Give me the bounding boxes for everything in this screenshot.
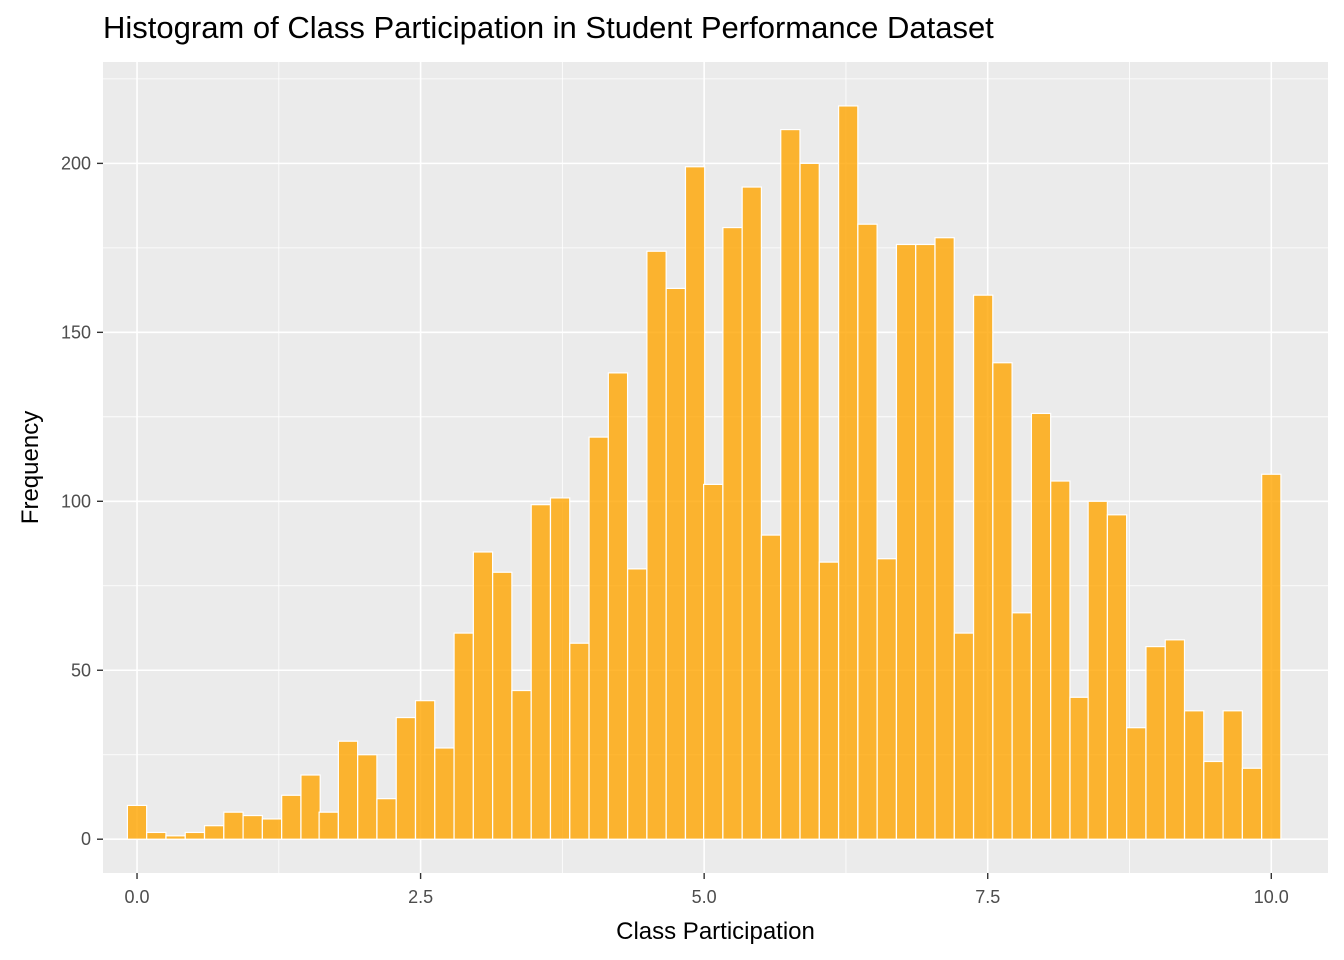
- x-axis-title: Class Participation: [616, 918, 815, 945]
- y-axis-ticks: 0 50 100 150 200: [61, 153, 103, 849]
- histogram-bar: [703, 483, 724, 840]
- histogram-bar: [1164, 639, 1186, 840]
- histogram-bar: [1241, 767, 1263, 840]
- histogram-bar: [665, 287, 687, 840]
- histogram-bar: [837, 105, 859, 840]
- histogram-bar: [1069, 696, 1090, 840]
- histogram-bar: [281, 794, 302, 840]
- histogram-bar: [972, 294, 994, 840]
- histogram-bar: [146, 831, 167, 840]
- histogram-bar: [453, 632, 474, 840]
- histogram-bar: [434, 747, 455, 840]
- histogram-bar: [1261, 473, 1282, 840]
- histogram-bar: [223, 811, 244, 840]
- histogram-bar: [953, 632, 975, 840]
- histogram-bar: [760, 534, 782, 840]
- y-tick-label: 150: [61, 322, 91, 342]
- histogram-bar: [722, 226, 743, 840]
- histogram-bar: [549, 497, 571, 840]
- histogram-bar: [300, 774, 321, 840]
- histogram-bar: [741, 186, 763, 840]
- histogram-bar: [1087, 500, 1108, 840]
- histogram-bars: [126, 105, 1282, 840]
- histogram-bar: [242, 814, 263, 840]
- histogram-bar: [857, 223, 878, 840]
- histogram-bar: [646, 250, 667, 840]
- histogram-bar: [1183, 710, 1205, 840]
- histogram-bar: [1126, 727, 1147, 840]
- x-tick-label: 10.0: [1254, 887, 1289, 907]
- histogram-bar: [184, 831, 206, 840]
- histogram-bar: [492, 571, 513, 840]
- histogram-bar: [472, 551, 494, 840]
- y-tick-label: 50: [71, 660, 91, 680]
- histogram-bar: [780, 128, 801, 840]
- histogram-bar: [203, 825, 225, 840]
- histogram-bar: [876, 558, 897, 840]
- histogram-bar: [376, 798, 397, 840]
- histogram-bar: [1203, 760, 1224, 840]
- chart-title: Histogram of Class Participation in Stud…: [103, 10, 994, 45]
- histogram-bar: [261, 818, 283, 840]
- histogram-bar: [357, 754, 378, 840]
- y-tick-label: 100: [61, 491, 91, 511]
- histogram-bar: [1106, 514, 1128, 840]
- histogram-bar: [915, 243, 936, 840]
- histogram-bar: [126, 804, 148, 840]
- y-axis-title: Frequency: [17, 411, 44, 524]
- histogram-bar: [511, 689, 532, 840]
- histogram-bar: [818, 561, 840, 840]
- histogram-bar: [395, 716, 417, 840]
- histogram-bar: [992, 362, 1013, 840]
- x-tick-label: 5.0: [692, 887, 717, 907]
- histogram-bar: [414, 700, 436, 840]
- histogram-bar: [588, 436, 609, 840]
- histogram-bar: [627, 568, 648, 840]
- histogram-bar: [934, 237, 955, 840]
- histogram-bar: [684, 166, 706, 840]
- histogram-bar: [1011, 612, 1032, 840]
- y-tick-label: 0: [81, 829, 91, 849]
- histogram-bar: [799, 162, 820, 840]
- x-tick-label: 0.0: [125, 887, 150, 907]
- x-tick-label: 7.5: [975, 887, 1000, 907]
- x-axis-ticks: 0.0 2.5 5.0 7.5 10.0: [125, 873, 1289, 907]
- histogram-bar: [895, 243, 917, 840]
- histogram-bar: [165, 835, 186, 840]
- histogram-bar: [1050, 480, 1071, 840]
- y-tick-label: 200: [61, 153, 91, 173]
- histogram-bar: [530, 504, 552, 840]
- histogram-bar: [318, 811, 339, 840]
- histogram-bar: [1030, 412, 1052, 840]
- histogram-bar: [569, 642, 590, 840]
- histogram-bar: [607, 372, 629, 840]
- x-tick-label: 2.5: [408, 887, 433, 907]
- histogram-bar: [337, 740, 359, 840]
- histogram-bar: [1222, 710, 1243, 840]
- histogram-bar: [1145, 645, 1166, 840]
